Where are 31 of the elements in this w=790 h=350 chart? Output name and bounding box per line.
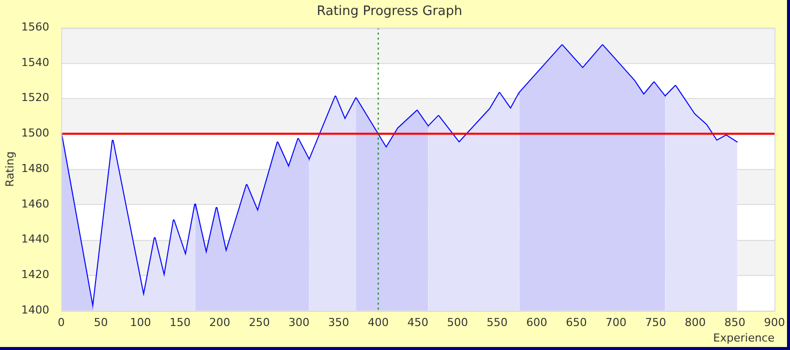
x-tick-label: 600: [526, 316, 548, 330]
y-tick-label: 1520: [21, 91, 50, 104]
x-tick-label: 700: [605, 316, 626, 330]
x-tick-label: 50: [94, 316, 108, 330]
x-tick-label: 100: [130, 316, 151, 330]
x-tick-label: 150: [170, 316, 191, 330]
y-axis-title: Rating: [3, 151, 16, 187]
y-tick-label: 1460: [21, 197, 50, 210]
y-tick-label: 1400: [21, 303, 50, 316]
x-tick-label: 650: [566, 316, 587, 330]
x-tick-label: 550: [486, 316, 508, 330]
y-tick-label: 1560: [21, 20, 50, 34]
x-tick-label: 450: [407, 316, 428, 330]
y-tick-label: 1480: [21, 162, 50, 175]
x-tick-label: 200: [209, 316, 230, 330]
y-tick-label: 1420: [21, 268, 50, 282]
x-tick-label: 300: [288, 316, 310, 330]
x-tick-label: 900: [764, 316, 785, 330]
x-tick-label: 400: [368, 316, 389, 330]
y-tick-label: 1540: [21, 56, 50, 69]
x-tick-label: 250: [248, 316, 270, 330]
chart-title: Rating Progress Graph: [316, 4, 462, 20]
x-axis-title: Experience: [713, 331, 775, 344]
y-tick-label: 1500: [21, 126, 50, 140]
x-tick-label: 750: [645, 316, 666, 330]
y-tick-label: 1440: [21, 232, 50, 246]
x-tick-label: 850: [724, 316, 746, 330]
x-tick-label: 500: [446, 316, 468, 330]
x-tick-label: 800: [684, 316, 706, 330]
x-tick-label: 0: [58, 316, 65, 330]
x-tick-label: 350: [328, 316, 350, 330]
